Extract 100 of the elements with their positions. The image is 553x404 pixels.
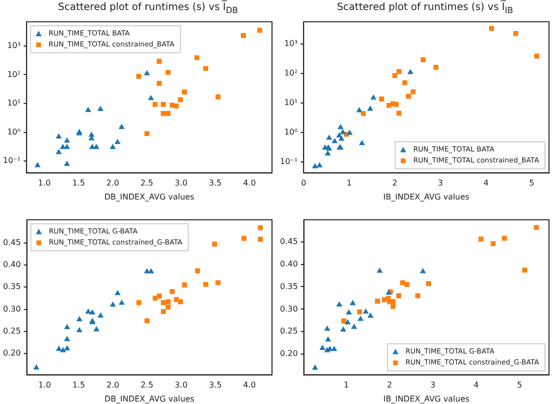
point [392, 73, 398, 78]
x-tick-label: 3.0 [174, 380, 188, 390]
point [56, 133, 62, 138]
point [144, 131, 150, 136]
y-tick-label: 0.30 [3, 304, 21, 314]
point [257, 28, 262, 33]
point [332, 138, 338, 144]
point [148, 268, 154, 274]
point [152, 102, 158, 107]
y-tick-label: 0.20 [280, 349, 298, 358]
point [76, 327, 82, 332]
point [203, 282, 208, 287]
y-tick-label: 0.45 [280, 236, 298, 246]
point [174, 103, 179, 108]
point [406, 94, 411, 99]
point [390, 299, 396, 304]
chart-title: Scattered plot of runtimes (s) vs I̅$_{DB}$ [56, 2, 240, 15]
point [64, 324, 70, 330]
point [534, 224, 539, 230]
y-tick-label: 0.40 [3, 260, 21, 270]
y-tick-label: 0.45 [3, 238, 21, 247]
x-tick-label: 0 [301, 178, 306, 188]
y-tick-label: 10⁰ [7, 127, 21, 136]
point [344, 319, 351, 324]
point [338, 124, 344, 130]
x-tick-label: 1.5 [72, 380, 86, 390]
y-tick-label: 0.25 [3, 326, 21, 336]
point [76, 316, 82, 322]
y-tick-label: 0.25 [280, 326, 298, 336]
point [195, 268, 200, 274]
point [258, 225, 263, 230]
y-tick-label: 10² [7, 70, 21, 79]
point [136, 74, 142, 79]
point [152, 296, 158, 301]
point [522, 268, 528, 273]
point [170, 289, 175, 294]
point [148, 94, 154, 100]
point [118, 300, 125, 305]
point [489, 26, 494, 31]
point [144, 318, 150, 324]
x-tick-label: 1.0 [38, 380, 51, 390]
x-tick-label: 2.0 [106, 178, 120, 188]
point [319, 344, 326, 350]
point [56, 148, 62, 154]
x-tick-label: 3 [438, 178, 443, 188]
point [60, 346, 66, 352]
point [98, 312, 104, 318]
y-tick-label: 0.30 [280, 304, 298, 314]
x-tick-label: 4.0 [243, 380, 256, 390]
y-tick-label: 0.20 [3, 348, 21, 358]
x-axis-title: DB_INDEX_AVG values [104, 394, 194, 404]
point [396, 293, 402, 298]
point [402, 80, 408, 86]
x-tick-label: 3.5 [208, 380, 222, 390]
point [240, 33, 246, 38]
y-tick-label: 10⁻¹ [3, 156, 21, 166]
point [362, 308, 369, 314]
point [118, 124, 125, 129]
point [166, 70, 171, 75]
y-tick-label: 0.35 [280, 282, 298, 291]
point [346, 309, 352, 315]
point [64, 137, 70, 143]
point [374, 298, 380, 304]
point [490, 241, 496, 246]
y-tick-label: 10¹ [284, 98, 298, 108]
point [513, 30, 518, 36]
point [396, 69, 402, 74]
chart-title: Scattered plot of runtimes (s) vs I̅$_{IB}$ [336, 2, 514, 15]
point [502, 236, 507, 241]
point [351, 324, 358, 329]
point [93, 326, 100, 332]
y-tick-label: 10⁻¹ [280, 157, 298, 166]
point [394, 102, 399, 107]
point [534, 54, 540, 59]
point [85, 106, 92, 112]
point [324, 325, 330, 331]
point [426, 281, 432, 286]
point [64, 345, 70, 350]
y-tick-label: 10³ [7, 41, 21, 50]
x-tick-label: 2.5 [140, 380, 154, 390]
x-tick-label: 3 [430, 380, 436, 390]
point [144, 70, 150, 76]
point [34, 162, 41, 168]
point [312, 163, 318, 168]
x-tick-label: 4 [474, 380, 479, 390]
point [156, 80, 162, 86]
x-tick-label: 5 [516, 380, 522, 390]
x-axis-title: IB_INDEX_AVG values [383, 192, 470, 202]
point [166, 299, 171, 304]
point [367, 105, 374, 111]
point [410, 89, 416, 94]
point [336, 301, 342, 306]
point [216, 94, 220, 100]
point [340, 326, 346, 332]
point [166, 304, 171, 310]
point [194, 55, 200, 60]
y-tick-label: 10³ [284, 39, 298, 48]
point [160, 300, 166, 306]
x-tick-label: 4.0 [243, 178, 256, 188]
point [360, 111, 366, 116]
